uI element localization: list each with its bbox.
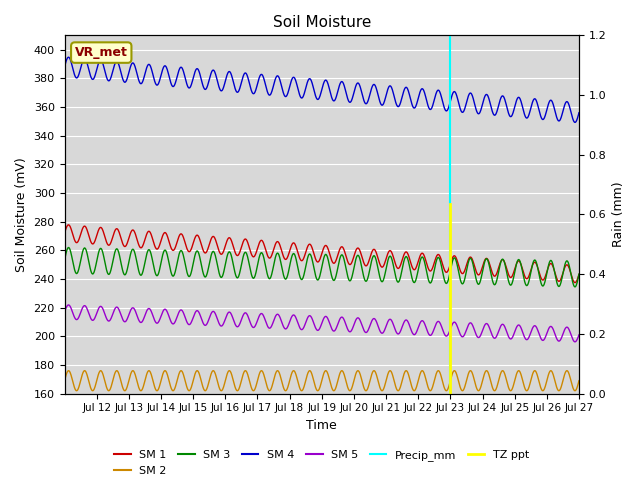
Text: VR_met: VR_met (75, 46, 128, 59)
Legend: SM 1, SM 2, SM 3, SM 4, SM 5, Precip_mm, TZ ppt: SM 1, SM 2, SM 3, SM 4, SM 5, Precip_mm,… (109, 446, 534, 480)
X-axis label: Time: Time (307, 419, 337, 432)
Title: Soil Moisture: Soil Moisture (273, 15, 371, 30)
Y-axis label: Soil Moisture (mV): Soil Moisture (mV) (15, 157, 28, 272)
Y-axis label: Rain (mm): Rain (mm) (612, 181, 625, 247)
